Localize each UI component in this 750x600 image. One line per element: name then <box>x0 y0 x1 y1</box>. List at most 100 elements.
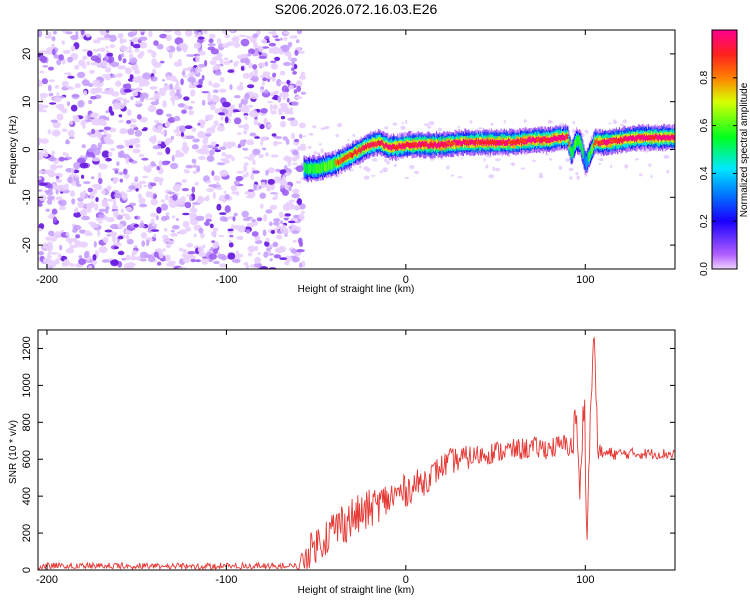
noise-blob <box>142 72 151 80</box>
noise-blob <box>252 170 260 174</box>
ridge-cell <box>340 158 342 164</box>
noise-blob <box>138 193 142 199</box>
colorbar-tick-label: 0.8 <box>699 70 710 84</box>
noise-blob <box>195 55 201 63</box>
ridge-cell <box>633 135 635 141</box>
noise-blob <box>231 259 241 263</box>
noise-blob <box>253 119 259 126</box>
noise-blob <box>166 113 172 118</box>
noise-blob <box>237 225 241 232</box>
ridge-cell <box>308 163 310 174</box>
ridge-cell <box>372 141 374 147</box>
ridge-halo-speck <box>624 164 629 169</box>
ridge-cell <box>668 136 670 139</box>
noise-blob <box>99 163 108 170</box>
noise-blob <box>208 38 214 44</box>
noise-blob <box>52 121 61 129</box>
ridge-cell <box>333 157 335 168</box>
ridge-halo-speck <box>457 176 463 179</box>
noise-blob <box>224 205 231 213</box>
noise-blob <box>153 251 159 258</box>
ridge-cell <box>504 140 506 147</box>
noise-blob <box>284 172 292 176</box>
noise-blob <box>65 231 70 237</box>
noise-blob <box>249 92 259 100</box>
noise-blob <box>105 30 110 33</box>
ridge-peak <box>439 142 448 147</box>
ridge-halo-speck <box>337 122 342 128</box>
noise-blob <box>191 127 197 133</box>
noise-blob <box>269 103 273 111</box>
noise-blob <box>68 136 75 139</box>
noise-blob <box>238 235 244 241</box>
noise-blob <box>134 48 140 53</box>
noise-blob <box>212 241 220 249</box>
noise-blob <box>271 30 277 37</box>
noise-blob <box>58 206 67 211</box>
noise-blob <box>162 234 169 240</box>
noise-blob <box>270 230 276 234</box>
noise-blob <box>197 131 205 139</box>
noise-blob <box>166 262 175 267</box>
spectrogram-ytick-label: -20 <box>21 237 33 253</box>
ridge-cell <box>319 164 321 174</box>
ridge-halo-speck <box>446 165 450 170</box>
noise-blob <box>48 156 57 162</box>
noise-blob <box>38 103 44 110</box>
noise-blob <box>291 224 298 232</box>
ridge-halo-speck <box>532 159 536 163</box>
noise-blob <box>87 132 92 136</box>
noise-blob <box>219 212 227 216</box>
noise-blob <box>120 208 124 214</box>
noise-blob <box>104 73 112 81</box>
noise-blob <box>264 240 270 247</box>
noise-blob <box>109 44 116 49</box>
ridge-halo-speck <box>307 145 312 149</box>
noise-blob <box>88 221 97 225</box>
colorbar-gradient <box>712 30 737 269</box>
noise-blob <box>125 157 129 165</box>
ridge-cell <box>662 134 664 141</box>
ridge-halo-speck <box>359 165 362 169</box>
noise-blob <box>192 138 200 143</box>
ridge-cell <box>602 139 604 143</box>
noise-blob <box>43 169 53 175</box>
ridge-cell <box>588 151 590 162</box>
noise-blob <box>40 244 49 252</box>
ridge-cell <box>355 148 357 155</box>
noise-blob <box>75 183 82 187</box>
ridge-cell <box>568 141 570 147</box>
ridge-cell <box>324 161 326 172</box>
noise-blob <box>55 178 63 183</box>
ridge-halo-speck <box>650 174 653 179</box>
noise-blob <box>274 56 281 62</box>
ridge-cell <box>303 162 305 173</box>
ridge-cell <box>469 138 471 144</box>
noise-blob <box>264 152 270 157</box>
noise-blob <box>268 47 273 54</box>
noise-blob <box>294 218 299 223</box>
noise-blob <box>55 189 59 195</box>
noise-blob <box>294 49 299 56</box>
noise-blob <box>150 161 156 167</box>
ridge-cell <box>336 158 338 165</box>
ridge-cell <box>565 134 567 140</box>
noise-blob <box>67 75 75 79</box>
noise-blob <box>273 254 282 259</box>
noise-blob <box>198 50 206 56</box>
noise-blob <box>213 89 219 93</box>
ridge-cell <box>666 135 668 138</box>
noise-blob <box>45 190 54 196</box>
ridge-cell <box>387 144 389 151</box>
noise-blob <box>246 35 252 39</box>
noise-blob <box>197 36 205 40</box>
ridge-cell <box>325 162 327 173</box>
snr-ytick-label: 200 <box>21 524 33 542</box>
ridge-peak <box>648 135 657 140</box>
ridge-halo-speck <box>437 127 443 132</box>
ridge-cell <box>577 136 579 147</box>
ridge-cell <box>639 135 641 138</box>
noise-blob <box>58 54 64 61</box>
noise-blob <box>196 165 201 173</box>
noise-blob <box>219 169 229 177</box>
